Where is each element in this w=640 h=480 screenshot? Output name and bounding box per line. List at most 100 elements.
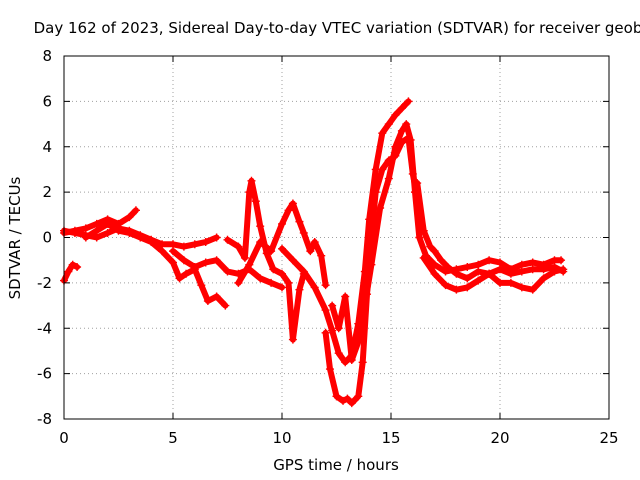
data-point (334, 324, 343, 333)
data-point (223, 267, 232, 276)
y-tick-label: 2 (42, 183, 52, 201)
data-point (81, 224, 90, 233)
data-point (419, 226, 428, 235)
data-point (474, 260, 483, 269)
data-point (201, 238, 210, 247)
data-point (328, 326, 337, 335)
data-point (169, 247, 177, 256)
data-point (384, 120, 393, 129)
y-tick-label: -2 (37, 274, 52, 292)
data-point (284, 278, 293, 287)
data-point (288, 256, 297, 265)
data-point (437, 256, 446, 265)
data-point (310, 238, 319, 247)
data-series (223, 176, 308, 344)
data-point (397, 126, 406, 135)
data-point (299, 267, 308, 276)
data-point (332, 392, 341, 401)
data-point (288, 199, 297, 208)
data-point (334, 349, 343, 358)
data-point (321, 306, 330, 315)
data-point (284, 206, 293, 215)
data-point (358, 358, 367, 367)
data-point (430, 247, 439, 256)
data-point (325, 365, 334, 374)
data-point (341, 292, 350, 301)
data-point (376, 204, 385, 213)
data-point (158, 247, 167, 256)
data-point (267, 247, 276, 256)
y-tick-label: 0 (42, 229, 52, 247)
data-point (426, 242, 435, 251)
data-point (295, 217, 304, 226)
data-point (419, 253, 428, 262)
data-point (114, 219, 123, 228)
data-point (212, 292, 221, 301)
data-point (267, 278, 276, 287)
data-point (539, 274, 548, 283)
data-point (245, 260, 254, 269)
data-point (517, 283, 526, 292)
data-point (443, 262, 452, 271)
data-point (360, 301, 369, 310)
data-point (384, 174, 393, 183)
data-point (190, 240, 199, 249)
data-point (136, 233, 145, 242)
data-point (182, 269, 191, 278)
data-point (496, 258, 504, 267)
data-point (539, 265, 548, 274)
data-point (81, 233, 90, 242)
data-point (197, 281, 206, 290)
data-point (245, 188, 254, 197)
data-point (125, 228, 134, 237)
data-point (201, 258, 210, 267)
data-point (391, 110, 400, 119)
data-point (278, 269, 286, 278)
data-point (92, 226, 101, 235)
data-point (317, 251, 326, 260)
data-point (354, 392, 363, 401)
x-tick-label: 10 (272, 429, 291, 447)
data-point (70, 226, 79, 235)
data-point (347, 356, 356, 365)
data-point (485, 256, 494, 265)
data-point (485, 269, 494, 278)
data-point (413, 179, 422, 188)
data-series (413, 179, 568, 294)
tick-layer: 0 5 10 15 20 25 -8 -6 -4 -2 0 2 4 6 8 (37, 47, 619, 447)
data-point (234, 278, 243, 287)
data-point (256, 222, 265, 231)
data-point (404, 97, 413, 106)
data-point (306, 247, 315, 256)
data-point (463, 274, 472, 283)
data-point (354, 337, 363, 346)
x-tick-label: 15 (381, 429, 400, 447)
series-track (224, 177, 307, 343)
data-point (463, 262, 472, 271)
data-point (114, 226, 123, 235)
data-point (251, 197, 260, 206)
data-point (256, 274, 265, 283)
data-point (278, 219, 286, 228)
data-point (169, 258, 177, 267)
data-point (212, 256, 221, 265)
data-point (158, 240, 167, 249)
data-series (60, 260, 82, 285)
data-point (528, 258, 537, 267)
y-tick-label: -4 (37, 319, 52, 337)
data-point (343, 394, 352, 403)
data-point (269, 265, 278, 274)
data-series (60, 206, 140, 237)
data-point (175, 274, 184, 283)
data-point (103, 219, 112, 228)
data-point (378, 165, 387, 174)
data-point (131, 206, 140, 215)
data-point (321, 281, 330, 290)
data-point (223, 235, 232, 244)
data-point (463, 283, 472, 292)
y-tick-label: 6 (42, 92, 52, 110)
data-point (347, 399, 356, 408)
data-point (371, 188, 380, 197)
data-point (256, 238, 265, 247)
data-point (240, 253, 249, 262)
